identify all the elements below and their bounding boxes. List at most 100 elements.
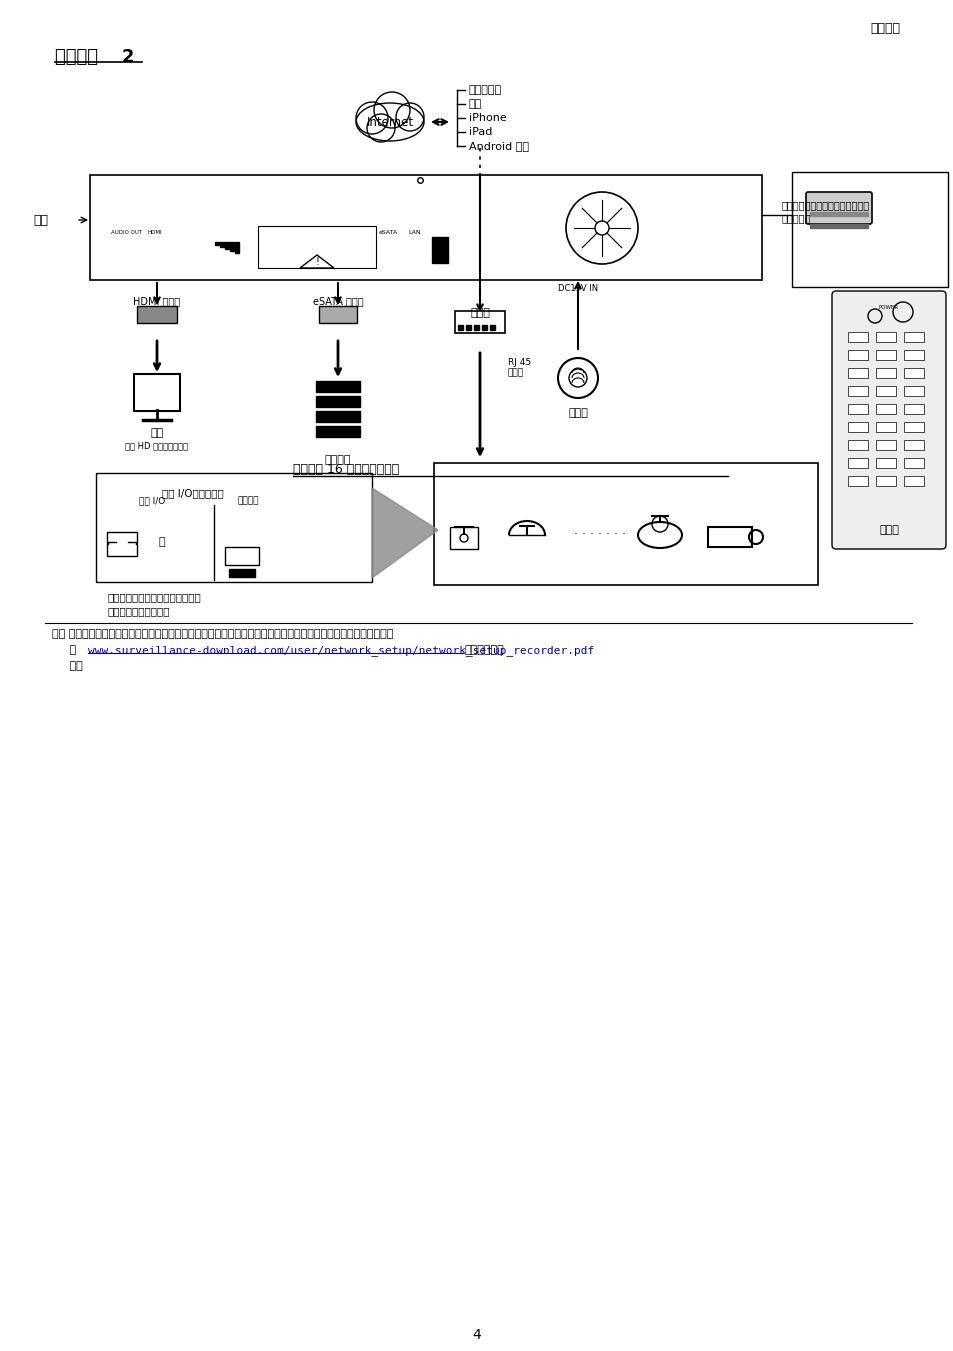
Text: iPad: iPad xyxy=(469,127,492,136)
Bar xyxy=(903,404,923,413)
Bar xyxy=(257,226,375,267)
Text: AUDIO OUT: AUDIO OUT xyxy=(112,231,142,235)
FancyBboxPatch shape xyxy=(318,305,356,323)
Text: 從: 從 xyxy=(52,644,79,655)
Text: 支援 HD 高畫面影像輸出: 支援 HD 高畫面影像輸出 xyxy=(125,440,189,450)
FancyBboxPatch shape xyxy=(455,311,504,332)
Bar xyxy=(903,367,923,378)
Text: 書。: 書。 xyxy=(52,661,83,671)
Bar xyxy=(225,547,258,565)
Text: 警報 I/O＋磁碟陣列: 警報 I/O＋磁碟陣列 xyxy=(162,488,224,499)
Bar xyxy=(230,242,233,251)
FancyBboxPatch shape xyxy=(791,172,947,286)
Text: 遙控器: 遙控器 xyxy=(878,526,898,535)
Bar xyxy=(225,242,229,249)
Bar xyxy=(903,476,923,486)
Circle shape xyxy=(355,101,388,134)
Bar xyxy=(450,527,477,549)
Bar xyxy=(847,332,867,342)
FancyBboxPatch shape xyxy=(107,532,137,557)
Bar xyxy=(234,242,239,253)
Text: 筆電: 筆電 xyxy=(469,99,482,109)
Bar xyxy=(432,236,448,263)
Text: · · · · · · ·: · · · · · · · xyxy=(574,528,625,542)
Bar xyxy=(875,350,895,359)
Text: 警報 I/O: 警報 I/O xyxy=(139,496,165,505)
Text: 背板: 背板 xyxy=(33,213,48,227)
Bar xyxy=(809,224,867,228)
Ellipse shape xyxy=(355,103,423,141)
Text: 註： 若要在手機或電腦也能看到此機器畫面，就必須將本機器連上網路。詳情請參閱或光碟隨附的設定說明書，或者: 註： 若要在手機或電腦也能看到此機器畫面，就必須將本機器連上網路。詳情請參閱或光… xyxy=(52,630,393,639)
Bar xyxy=(847,476,867,486)
Bar xyxy=(875,458,895,467)
Bar xyxy=(903,386,923,396)
Bar xyxy=(229,569,254,577)
Circle shape xyxy=(367,113,395,142)
Text: 最多接到 16 台網路攝影機：: 最多接到 16 台網路攝影機： xyxy=(293,463,399,476)
Text: 螢幕: 螢幕 xyxy=(151,428,164,438)
Bar xyxy=(465,326,471,330)
Text: HDMI: HDMI xyxy=(148,231,162,235)
Bar xyxy=(457,326,462,330)
Text: 連接方式: 連接方式 xyxy=(55,49,104,66)
Bar xyxy=(220,242,224,247)
Bar xyxy=(847,422,867,432)
Bar xyxy=(903,440,923,450)
Circle shape xyxy=(374,92,410,128)
Bar xyxy=(875,404,895,413)
Text: 請參閱網路攝影機的使用說明書，
以得知如何外接裝置。: 請參閱網路攝影機的使用說明書， 以得知如何外接裝置。 xyxy=(108,592,201,616)
Bar xyxy=(903,422,923,432)
Text: 請務必裝妥硬碟後，再連接攝影機
開始錄影。: 請務必裝妥硬碟後，再連接攝影機 開始錄影。 xyxy=(781,200,869,223)
Bar xyxy=(474,326,478,330)
Text: DC19V IN: DC19V IN xyxy=(558,284,598,293)
Polygon shape xyxy=(372,488,437,578)
Text: eSATA 訊號界: eSATA 訊號界 xyxy=(313,296,363,305)
Text: 連線設定: 連線設定 xyxy=(869,22,899,35)
Bar xyxy=(847,404,867,413)
Text: LAN: LAN xyxy=(408,230,421,235)
Bar xyxy=(847,440,867,450)
Text: 或: 或 xyxy=(158,536,165,547)
Text: www.surveillance-download.com/user/network_setup/network_setup_recorder.pdf: www.surveillance-download.com/user/netwo… xyxy=(88,644,594,655)
FancyBboxPatch shape xyxy=(96,473,372,582)
Ellipse shape xyxy=(638,521,681,549)
Text: 網路攝影機: 網路攝影機 xyxy=(469,85,501,95)
Text: 磁碟陣列: 磁碟陣列 xyxy=(237,496,258,505)
Bar xyxy=(847,367,867,378)
FancyBboxPatch shape xyxy=(831,290,945,549)
Text: iPhone: iPhone xyxy=(469,113,506,123)
Bar xyxy=(875,440,895,450)
Bar xyxy=(847,350,867,359)
Text: Internet: Internet xyxy=(366,115,414,128)
Text: HDMI 訊號界: HDMI 訊號界 xyxy=(133,296,180,305)
Bar xyxy=(903,332,923,342)
Bar xyxy=(315,381,359,392)
Text: POWER: POWER xyxy=(878,305,898,309)
Bar xyxy=(875,422,895,432)
Text: 變壓器: 變壓器 xyxy=(567,408,587,417)
Bar xyxy=(214,242,219,245)
Text: 下載設定說明: 下載設定說明 xyxy=(464,644,504,655)
Bar xyxy=(903,350,923,359)
Circle shape xyxy=(395,103,423,131)
Bar xyxy=(875,476,895,486)
FancyBboxPatch shape xyxy=(434,463,817,585)
FancyBboxPatch shape xyxy=(90,176,761,280)
Bar xyxy=(903,458,923,467)
Text: 路由器: 路由器 xyxy=(470,308,490,317)
Text: 2: 2 xyxy=(122,49,134,66)
Text: 磁碟陣列: 磁碟陣列 xyxy=(324,455,351,465)
Text: RJ 45
網路線: RJ 45 網路線 xyxy=(507,358,531,378)
Bar xyxy=(695,218,704,232)
Bar xyxy=(315,411,359,422)
Bar xyxy=(875,332,895,342)
Text: 4: 4 xyxy=(472,1328,481,1342)
Bar xyxy=(315,396,359,407)
Bar xyxy=(490,326,495,330)
FancyBboxPatch shape xyxy=(133,374,180,411)
Text: eSATA: eSATA xyxy=(378,230,397,235)
Text: !: ! xyxy=(314,257,318,267)
Bar xyxy=(847,458,867,467)
FancyBboxPatch shape xyxy=(137,305,177,323)
FancyBboxPatch shape xyxy=(805,192,871,224)
